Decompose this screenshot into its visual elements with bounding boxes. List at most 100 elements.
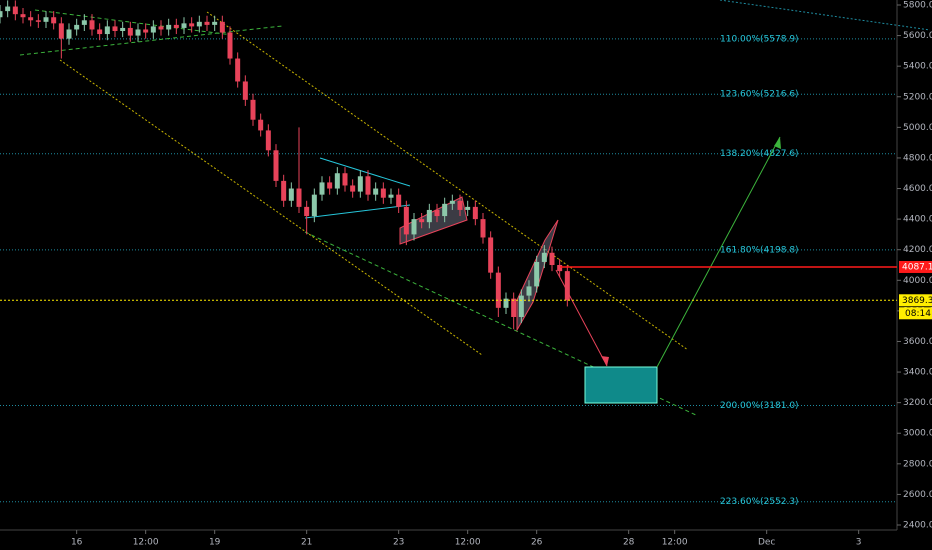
candle-body (480, 219, 486, 238)
candle-body (503, 298, 509, 308)
wedge-lower (19, 25, 283, 56)
candle-body (564, 271, 570, 301)
x-tick-label: 16 (71, 538, 83, 548)
candle-body (411, 219, 417, 235)
candle-body (143, 29, 149, 33)
candle-body (20, 14, 26, 18)
candle-body (227, 32, 233, 59)
x-tick-label: 12:00 (133, 538, 159, 548)
flag (399, 196, 468, 245)
candle-body (518, 295, 524, 317)
candle-body (373, 188, 379, 195)
candle-body (449, 200, 455, 204)
y-tick-label: 5800.0 (903, 1, 932, 11)
candle-body (442, 203, 448, 217)
candle-body (112, 26, 118, 31)
candle-body (403, 206, 409, 235)
candle-body (189, 23, 195, 27)
y-tick-label: 5000.0 (903, 123, 932, 133)
candle-body (296, 188, 302, 207)
candle-body (120, 27, 126, 31)
candle-body (43, 17, 49, 22)
candle-body (66, 29, 72, 39)
candle-body (196, 21, 202, 27)
candle-body (350, 185, 356, 192)
candle-body (265, 130, 271, 151)
candle-body (327, 182, 333, 189)
candle-body (549, 252, 555, 265)
candle-body (212, 21, 218, 25)
target-zone (584, 366, 658, 404)
candle-body (457, 200, 463, 210)
wedge-upper (34, 9, 233, 36)
candle-body (250, 99, 256, 120)
candle-body (204, 21, 210, 25)
candle-body (434, 209, 440, 217)
y-tick-label: 3400.0 (903, 368, 932, 378)
candle-body (396, 194, 402, 207)
candle-body (127, 27, 133, 36)
candle-body (97, 29, 103, 35)
candle-body (235, 58, 241, 82)
countdown-label: 08:14 (905, 309, 931, 319)
candle-body (311, 194, 317, 217)
candle-body (181, 23, 187, 28)
candle-body (150, 26, 156, 33)
candle-body (357, 176, 363, 192)
candle-body (419, 219, 425, 223)
candle-body (81, 20, 87, 25)
x-tick-label: 12:00 (455, 538, 481, 548)
channel-upper (206, 11, 689, 351)
fib-label: 223.60%(2552.3) (720, 497, 799, 507)
fib-label: 123.60%(5216.6) (720, 90, 799, 100)
candle-body (365, 176, 371, 195)
candle-body (472, 206, 478, 220)
y-tick-label: 5600.0 (903, 31, 932, 41)
candle-body (5, 6, 11, 12)
candle-body (158, 26, 164, 30)
candle-body (495, 272, 501, 308)
candle-body (258, 119, 264, 131)
y-tick-label: 5200.0 (903, 92, 932, 102)
candle-body (12, 6, 18, 15)
channel-lower (59, 59, 483, 356)
x-tick-label: 23 (393, 538, 404, 548)
candle-body (242, 81, 248, 100)
candle-body (28, 17, 34, 21)
arrow-up (656, 136, 781, 368)
fib-label: 138.20%(4827.6) (720, 149, 799, 159)
candle-body (173, 24, 179, 28)
candles (0, 0, 570, 330)
candle-body (334, 173, 340, 189)
candle-body (135, 29, 141, 36)
candle-body (511, 298, 517, 317)
y-tick-label: 2600.0 (903, 490, 932, 500)
fib-label: 161.80%(4198.8) (720, 245, 799, 255)
y-tick-label: 4600.0 (903, 184, 932, 194)
candle-body (58, 23, 64, 39)
candle-body (281, 180, 287, 201)
y-tick-label: 3000.0 (903, 429, 932, 439)
candle-body (288, 188, 294, 201)
candle-body (166, 24, 172, 30)
candle-body (380, 188, 386, 198)
candle-body (304, 206, 310, 217)
candle-body (488, 237, 494, 273)
y-tick-label: 4200.0 (903, 245, 932, 255)
candle-body (104, 26, 110, 35)
x-tick-label: 26 (531, 538, 543, 548)
arrow-head (601, 356, 609, 366)
y-tick-label: 4400.0 (903, 215, 932, 225)
triangle-upper (319, 157, 411, 187)
candle-body (342, 173, 348, 186)
candle-body (0, 11, 3, 18)
candle-body (541, 252, 547, 262)
candle-body (526, 286, 532, 296)
candle-body (89, 20, 95, 30)
candle-body (465, 206, 471, 210)
candle-body (426, 209, 432, 223)
y-tick-label: 2800.0 (903, 459, 932, 469)
candle-body (534, 261, 540, 287)
